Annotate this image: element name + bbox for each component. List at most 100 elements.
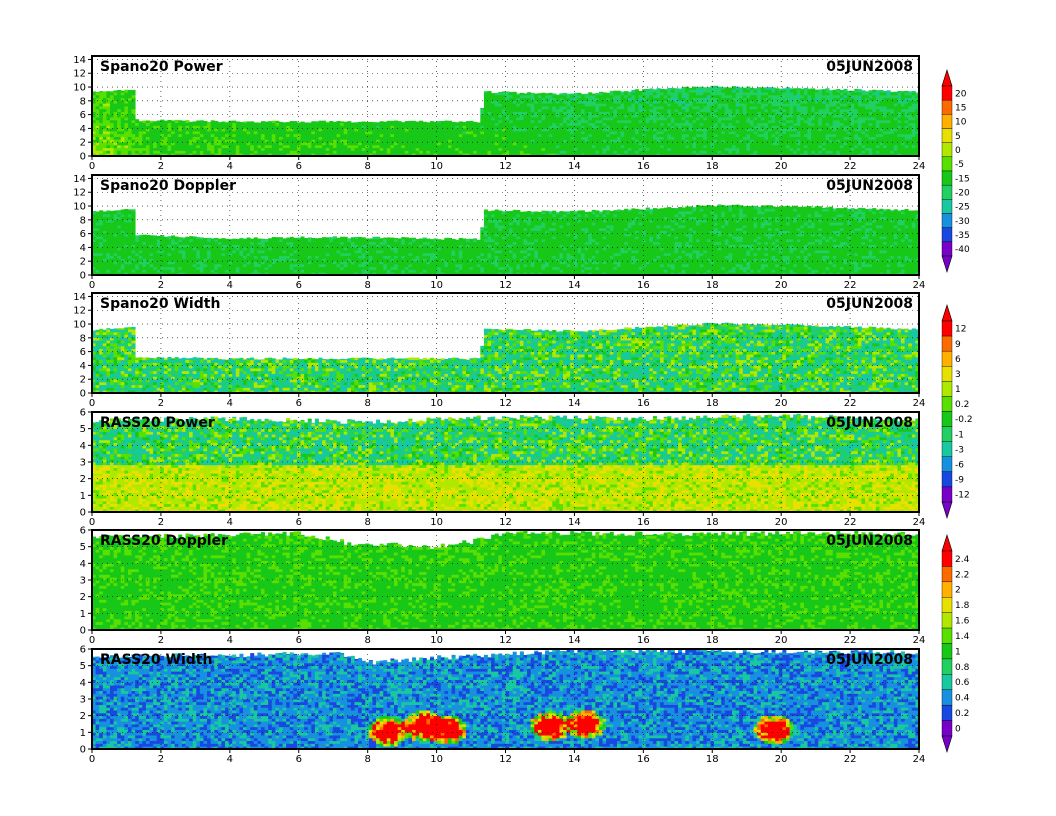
heatmap-cell	[649, 120, 653, 123]
heatmap-cell	[502, 142, 506, 145]
heatmap-cell	[707, 137, 711, 140]
heatmap-cell	[430, 125, 434, 128]
heatmap-cell	[430, 121, 434, 123]
heatmap-cell	[365, 131, 369, 134]
heatmap-cell	[268, 121, 272, 123]
heatmap-cell	[268, 148, 272, 151]
heatmap-cell	[782, 109, 786, 112]
heatmap-cell	[369, 122, 373, 123]
heatmap-cell	[444, 131, 448, 134]
heatmap-cell	[613, 148, 617, 151]
heatmap-cell	[121, 92, 125, 95]
heatmap-cell	[642, 137, 646, 140]
heatmap-cell	[552, 120, 556, 123]
heatmap-cell	[434, 128, 438, 131]
heatmap-cell	[606, 114, 610, 117]
heatmap-cell	[488, 92, 492, 95]
heatmap-cell	[96, 106, 100, 109]
heatmap-cell	[326, 131, 330, 134]
heatmap-cell	[840, 109, 844, 112]
heatmap-cell	[639, 103, 643, 106]
heatmap-cell	[214, 145, 218, 148]
heatmap-cell	[329, 145, 333, 148]
heatmap-cell	[214, 131, 218, 134]
heatmap-cell	[815, 131, 819, 134]
heatmap-cell	[678, 128, 682, 131]
heatmap-cell	[218, 131, 222, 134]
heatmap-cell	[452, 122, 456, 123]
heatmap-cell	[642, 150, 646, 153]
heatmap-cell	[811, 109, 815, 112]
heatmap-cell	[613, 112, 617, 115]
heatmap-cell	[750, 92, 754, 95]
heatmap-cell	[247, 131, 251, 134]
heatmap-cell	[815, 148, 819, 151]
heatmap-cell	[851, 142, 855, 145]
heatmap-cell	[430, 148, 434, 151]
heatmap-cell	[157, 134, 161, 137]
heatmap-cell	[160, 137, 164, 140]
heatmap-cell	[290, 134, 294, 137]
heatmap-cell	[311, 148, 315, 151]
heatmap-cell	[207, 137, 211, 140]
heatmap-cell	[718, 125, 722, 128]
heatmap-cell	[110, 145, 114, 148]
heatmap-cell	[570, 123, 574, 126]
heatmap-cell	[121, 95, 125, 98]
heatmap-cell	[829, 117, 833, 120]
heatmap-cell	[96, 131, 100, 134]
heatmap-cell	[157, 131, 161, 134]
heatmap-cell	[617, 112, 621, 115]
heatmap-cell	[434, 131, 438, 134]
heatmap-cell	[728, 117, 732, 120]
heatmap-cell	[728, 137, 732, 140]
heatmap-cell	[128, 95, 132, 98]
heatmap-cell	[549, 98, 553, 101]
heatmap-cell	[743, 114, 747, 117]
heatmap-cell	[178, 148, 182, 151]
heatmap-cell	[617, 95, 621, 98]
heatmap-cell	[635, 98, 639, 101]
heatmap-cell	[779, 117, 783, 120]
heatmap-cell	[423, 125, 427, 128]
heatmap-cell	[225, 142, 229, 145]
heatmap-cell	[570, 120, 574, 123]
heatmap-cell	[200, 150, 204, 153]
heatmap-cell	[473, 137, 477, 140]
heatmap-cell	[419, 145, 423, 148]
heatmap-cell	[178, 134, 182, 137]
heatmap-cell	[527, 98, 531, 101]
heatmap-cell	[322, 150, 326, 153]
heatmap-cell	[732, 106, 736, 109]
heatmap-cell	[775, 95, 779, 98]
heatmap-cell	[96, 109, 100, 112]
heatmap-cell	[728, 123, 732, 126]
heatmap-cell	[250, 121, 254, 123]
heatmap-cell	[703, 137, 707, 140]
heatmap-cell	[520, 137, 524, 140]
heatmap-cell	[710, 112, 714, 115]
heatmap-cell	[703, 142, 707, 145]
heatmap-cell	[761, 145, 765, 148]
heatmap-cell	[405, 137, 409, 140]
heatmap-cell	[646, 89, 650, 90]
heatmap-cell	[869, 98, 873, 101]
heatmap-cell	[171, 120, 175, 123]
heatmap-cell	[376, 150, 380, 153]
heatmap-cell	[401, 142, 405, 145]
heatmap-cell	[628, 150, 632, 153]
heatmap-cell	[585, 123, 589, 126]
heatmap-cell	[272, 137, 276, 140]
heatmap-cell	[703, 125, 707, 128]
heatmap-cell	[171, 128, 175, 131]
heatmap-cell	[646, 142, 650, 145]
heatmap-cell	[761, 98, 765, 101]
heatmap-cell	[304, 150, 308, 153]
heatmap-cell	[394, 123, 398, 126]
heatmap-cell	[437, 131, 441, 134]
heatmap-cell	[861, 109, 865, 112]
heatmap-cell	[319, 142, 323, 145]
heatmap-cell	[193, 142, 197, 145]
heatmap-cell	[577, 142, 581, 145]
heatmap-cell	[509, 117, 513, 120]
